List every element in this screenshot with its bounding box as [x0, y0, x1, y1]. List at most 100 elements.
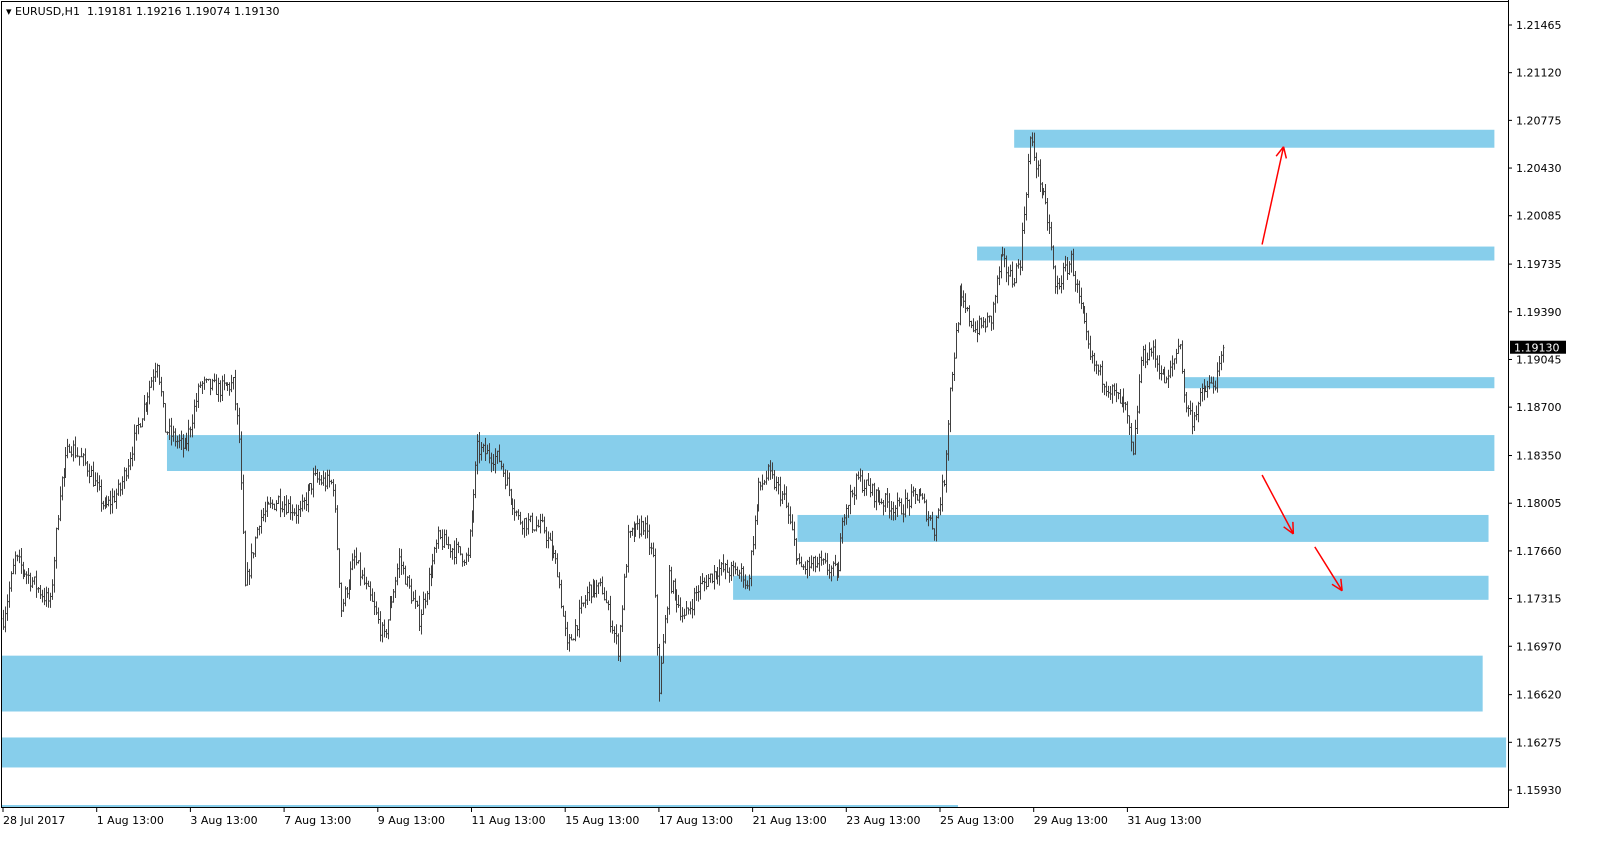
ohlc-bar	[707, 573, 710, 587]
ohlc-bar	[133, 424, 136, 461]
ohlc-bar	[931, 511, 934, 530]
price-tick-label: 1.16620	[1516, 689, 1562, 702]
ohlc-bar	[1150, 347, 1153, 357]
ohlc-bar	[962, 290, 965, 308]
ohlc-bar	[1005, 255, 1008, 283]
ohlc-bar	[353, 549, 356, 569]
collapse-triangle-icon[interactable]: ▾	[6, 5, 16, 18]
ohlc-bar	[960, 283, 963, 307]
ohlc-bar	[1064, 255, 1067, 272]
ohlc-bar	[699, 576, 702, 600]
ohlc-bar	[1169, 360, 1172, 379]
zone-rectangle[interactable]	[166, 435, 1495, 472]
ohlc-bar	[638, 518, 641, 539]
ohlc-bar	[603, 587, 606, 601]
ohlc-bar	[824, 552, 827, 564]
ohlc-bar	[814, 555, 817, 573]
ohlc-bar	[119, 482, 122, 497]
ohlc-bar	[55, 527, 58, 569]
red-arrow[interactable]	[1261, 474, 1295, 535]
ohlc-bar	[656, 594, 659, 656]
ohlc-bar	[1204, 385, 1207, 393]
ohlc-bar	[1007, 266, 1010, 286]
ohlc-bar	[269, 497, 272, 509]
ohlc-bar	[1199, 387, 1202, 407]
ohlc-bar	[412, 591, 415, 602]
ohlc-bar	[275, 500, 278, 512]
zone-rectangle[interactable]	[797, 514, 1489, 542]
ohlc-bar	[800, 556, 803, 568]
zone-rectangle[interactable]	[977, 246, 1495, 261]
ohlc-bar	[332, 479, 335, 497]
ohlc-bar	[894, 505, 897, 521]
ohlc-bar	[172, 425, 175, 442]
ohlc-bar	[193, 399, 196, 429]
ohlc-bar	[1037, 160, 1040, 177]
ohlc-bar	[1003, 248, 1006, 268]
bars-layer	[2, 132, 1225, 702]
ohlc-bar	[310, 483, 313, 495]
ohlc-bar	[392, 589, 395, 603]
price-tick-label: 1.19390	[1516, 306, 1562, 319]
ohlc-bar	[459, 546, 462, 556]
zone-rectangle[interactable]	[733, 575, 1489, 600]
zone-rectangle[interactable]	[2, 737, 1507, 768]
ohlc-bar	[59, 486, 62, 522]
price-tick-label: 1.18700	[1516, 401, 1562, 414]
ohlc-bar	[287, 499, 290, 514]
ohlc-bar	[168, 418, 171, 440]
ohlc-bar	[685, 600, 688, 616]
ohlc-bar	[20, 548, 23, 574]
ohlc-bar	[328, 469, 331, 488]
ohlc-bar	[912, 486, 915, 497]
ohlc-bar	[240, 431, 243, 490]
ohlc-bar	[342, 598, 345, 612]
ohlc-bar	[408, 575, 411, 589]
ohlc-bar	[363, 567, 366, 586]
ohlc-bar	[964, 293, 967, 313]
ohlc-bar	[908, 499, 911, 516]
ohlc-bar	[1191, 402, 1194, 435]
ohlc-bar	[187, 419, 190, 452]
ohlc-bar	[66, 438, 69, 459]
zone-rectangle[interactable]	[1014, 129, 1495, 148]
ohlc-bar	[558, 572, 561, 589]
ohlc-bar	[828, 563, 831, 579]
ohlc-bar	[691, 599, 694, 619]
ohlc-bar	[539, 513, 542, 534]
price-tick-label: 1.16275	[1516, 736, 1562, 749]
ohlc-bar	[47, 587, 50, 608]
ohlc-bar	[305, 492, 308, 511]
ohlc-bar	[621, 605, 624, 633]
ohlc-bar	[664, 614, 667, 644]
ohlc-bar	[377, 607, 380, 624]
ohlc-bar	[1103, 383, 1106, 396]
ohlc-bar	[248, 568, 251, 585]
zone-rectangle[interactable]	[2, 655, 1483, 712]
ohlc-bar	[781, 491, 784, 505]
ohlc-bar	[1201, 383, 1204, 402]
ohlc-bar	[486, 444, 489, 455]
red-arrow[interactable]	[1314, 546, 1343, 592]
ohlc-bar	[798, 553, 801, 565]
red-arrow[interactable]	[1261, 146, 1288, 245]
ohlc-bar	[666, 606, 669, 624]
price-tick-label: 1.21120	[1516, 67, 1562, 80]
ohlc-bar	[312, 467, 315, 498]
zone-rectangle[interactable]	[1184, 377, 1495, 389]
ohlc-bar	[474, 461, 477, 499]
ohlc-bar	[1076, 279, 1079, 293]
ohlc-bar	[39, 585, 42, 600]
ohlc-bar	[683, 608, 686, 620]
ohlc-bar	[802, 564, 805, 571]
ohlc-bar	[777, 477, 780, 495]
ohlc-bar	[689, 601, 692, 615]
ohlc-bar	[1222, 344, 1225, 363]
ohlc-bar	[125, 467, 128, 482]
ohlc-bar	[925, 499, 928, 522]
ohlc-bar	[994, 294, 997, 313]
ohlc-bar	[51, 579, 54, 600]
ohlc-bar	[64, 447, 67, 479]
ohlc-bar	[1187, 405, 1190, 417]
